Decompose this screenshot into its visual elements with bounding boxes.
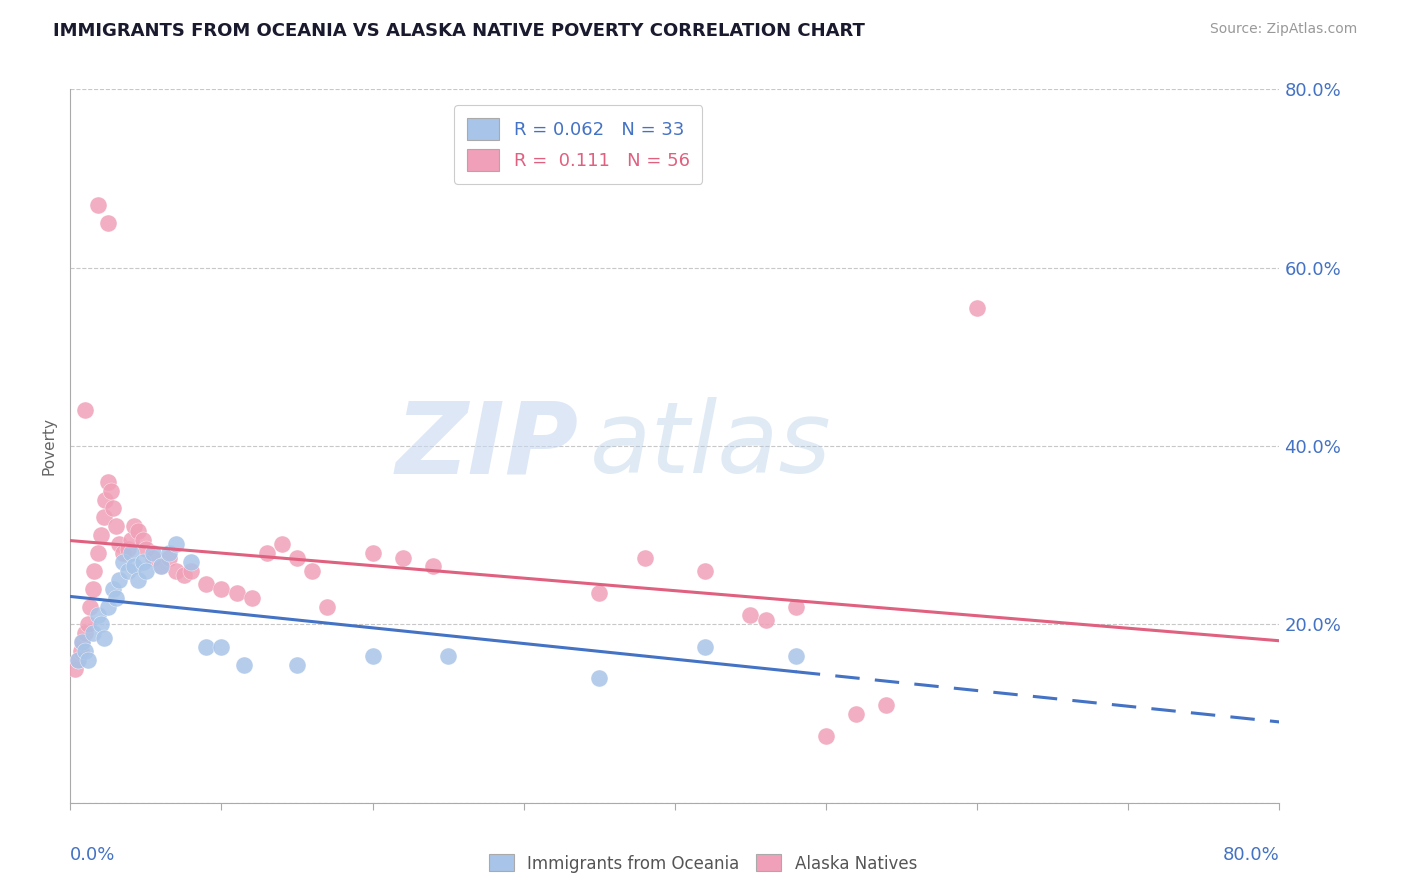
Point	[120, 546, 142, 560]
Point	[75, 644, 97, 658]
Point	[70, 644, 93, 658]
Point	[117, 564, 139, 578]
Point	[132, 533, 155, 547]
Point	[211, 582, 233, 596]
Point	[66, 653, 89, 667]
Point	[82, 626, 104, 640]
Point	[94, 492, 117, 507]
Point	[740, 608, 762, 623]
Point	[150, 559, 172, 574]
Point	[86, 608, 108, 623]
Point	[107, 537, 129, 551]
Point	[101, 501, 124, 516]
Legend: Immigrants from Oceania, Alaska Natives: Immigrants from Oceania, Alaska Natives	[482, 847, 924, 880]
Point	[588, 586, 610, 600]
Point	[127, 573, 149, 587]
Point	[122, 519, 145, 533]
Point	[90, 617, 111, 632]
Point	[101, 582, 124, 596]
Point	[97, 599, 120, 614]
Point	[104, 519, 127, 533]
Point	[233, 657, 256, 672]
Text: IMMIGRANTS FROM OCEANIA VS ALASKA NATIVE POVERTY CORRELATION CHART: IMMIGRANTS FROM OCEANIA VS ALASKA NATIVE…	[53, 22, 865, 40]
Point	[77, 653, 100, 667]
Point	[100, 483, 122, 498]
Point	[132, 555, 155, 569]
Point	[785, 599, 807, 614]
Point	[142, 546, 165, 560]
Point	[66, 653, 89, 667]
Point	[97, 475, 120, 489]
Point	[966, 301, 988, 315]
Point	[165, 537, 187, 551]
Point	[90, 528, 111, 542]
Point	[316, 599, 339, 614]
Point	[72, 635, 94, 649]
Point	[63, 662, 86, 676]
Point	[285, 550, 308, 565]
Point	[157, 546, 180, 560]
Point	[120, 533, 142, 547]
Point	[82, 582, 104, 596]
Point	[93, 510, 115, 524]
Point	[165, 564, 187, 578]
Point	[195, 640, 218, 654]
Point	[72, 635, 94, 649]
Point	[127, 524, 149, 538]
Point	[211, 640, 233, 654]
Point	[845, 706, 868, 721]
Point	[122, 559, 145, 574]
Point	[117, 541, 139, 556]
Point	[107, 573, 129, 587]
Point	[142, 550, 165, 565]
Point	[875, 698, 898, 712]
Point	[437, 648, 460, 663]
Point	[157, 550, 180, 565]
Point	[79, 599, 101, 614]
Point	[285, 657, 308, 672]
Point	[77, 617, 100, 632]
Point	[112, 555, 135, 569]
Text: Source: ZipAtlas.com: Source: ZipAtlas.com	[1209, 22, 1357, 37]
Point	[135, 541, 157, 556]
Point	[180, 555, 202, 569]
Point	[83, 564, 105, 578]
Point	[693, 564, 716, 578]
Point	[361, 546, 384, 560]
Point	[97, 216, 120, 230]
Text: 80.0%: 80.0%	[1223, 846, 1279, 863]
Point	[785, 648, 807, 663]
Point	[75, 626, 97, 640]
Point	[815, 729, 838, 743]
Point	[422, 559, 444, 574]
Point	[135, 564, 157, 578]
Point	[86, 198, 108, 212]
Y-axis label: Poverty: Poverty	[41, 417, 56, 475]
Point	[240, 591, 263, 605]
Point	[270, 537, 294, 551]
Point	[112, 546, 135, 560]
Point	[173, 568, 195, 582]
Point	[301, 564, 323, 578]
Point	[86, 546, 108, 560]
Text: 0.0%: 0.0%	[70, 846, 115, 863]
Point	[93, 631, 115, 645]
Point	[754, 613, 776, 627]
Point	[633, 550, 655, 565]
Text: atlas: atlas	[591, 398, 832, 494]
Point	[256, 546, 278, 560]
Point	[180, 564, 202, 578]
Point	[361, 648, 384, 663]
Point	[693, 640, 716, 654]
Point	[104, 591, 127, 605]
Point	[150, 559, 172, 574]
Point	[75, 403, 97, 417]
Point	[195, 577, 218, 591]
Point	[225, 586, 247, 600]
Text: ZIP: ZIP	[395, 398, 578, 494]
Point	[391, 550, 415, 565]
Legend: R = 0.062   N = 33, R =  0.111   N = 56: R = 0.062 N = 33, R = 0.111 N = 56	[454, 105, 702, 184]
Point	[588, 671, 610, 685]
